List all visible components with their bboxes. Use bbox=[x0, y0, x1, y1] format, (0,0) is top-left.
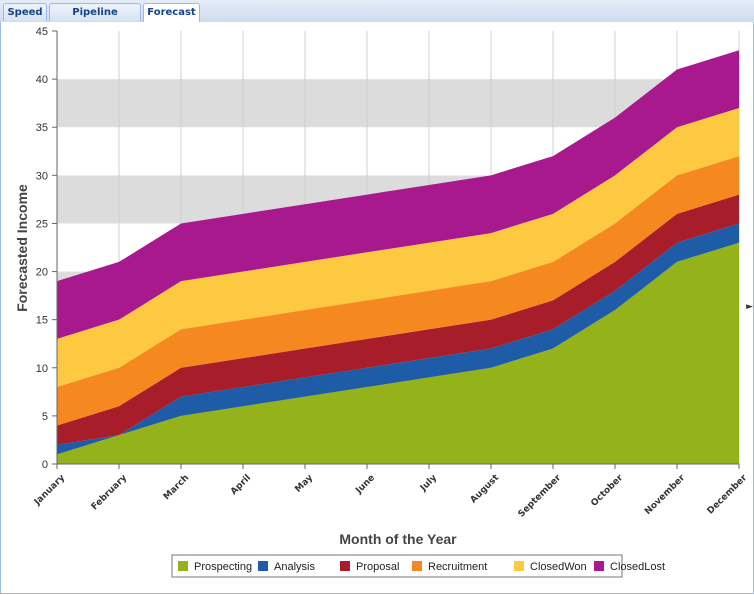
y-tick-label: 40 bbox=[36, 74, 48, 86]
x-tick-label: August bbox=[469, 473, 502, 506]
legend: Prospecting Analysis Proposal Recruitment Cl… bbox=[171, 554, 665, 578]
legend-label: Proposal bbox=[356, 561, 399, 573]
y-axis-label: Forecasted Income bbox=[14, 184, 30, 312]
y-tick-label: 20 bbox=[36, 267, 48, 279]
series-area-proposal bbox=[57, 194, 739, 445]
legend-label: Prospecting bbox=[194, 561, 252, 573]
x-tick-label: May bbox=[293, 473, 315, 495]
x-tick-label: June bbox=[354, 473, 378, 497]
y-tick-label: 15 bbox=[36, 315, 48, 327]
legend-swatch bbox=[412, 561, 422, 571]
legend-box bbox=[171, 554, 623, 578]
x-tick-label: February bbox=[90, 473, 129, 512]
legend-swatch bbox=[340, 561, 350, 571]
y-tick-label: 5 bbox=[42, 411, 48, 423]
x-axis-label: Month of the Year bbox=[339, 531, 457, 547]
y-tick-label: 0 bbox=[42, 459, 48, 471]
legend-label: Analysis bbox=[274, 561, 315, 573]
x-tick-label: November bbox=[643, 473, 687, 517]
legend-swatch bbox=[514, 561, 524, 571]
x-tick-label: October bbox=[589, 473, 625, 509]
tab-bar: Speed Pipeline Analysis Forecast bbox=[0, 0, 754, 36]
x-tick-label: December bbox=[706, 473, 750, 517]
legend-swatch bbox=[258, 561, 268, 571]
y-axis: 0 5 10 15 20 25 30 35 40 45 bbox=[36, 26, 58, 471]
legend-swatch bbox=[178, 561, 188, 571]
y-tick-label: 35 bbox=[36, 122, 48, 134]
y-tick-label: 10 bbox=[36, 363, 48, 375]
x-tick-label: January bbox=[32, 473, 67, 508]
scroll-arrow-icon[interactable]: ► bbox=[746, 302, 753, 312]
series-area-analysis bbox=[57, 223, 739, 455]
y-tick-label: 45 bbox=[36, 26, 48, 38]
series-area-prospecting bbox=[57, 242, 739, 464]
y-tick-label: 30 bbox=[36, 170, 48, 182]
x-tick-label: July bbox=[418, 473, 439, 494]
grid-band bbox=[57, 31, 739, 80]
series-area-closedlost bbox=[57, 50, 739, 339]
legend-label: Recruitment bbox=[428, 561, 487, 573]
series-area-recruitment bbox=[57, 156, 739, 426]
x-tick-label: March bbox=[162, 473, 191, 502]
tab-speed[interactable]: Speed bbox=[3, 3, 47, 21]
x-axis: January February March April May June July Augu… bbox=[32, 463, 750, 520]
legend-label: ClosedLost bbox=[610, 561, 665, 573]
tab-forecast[interactable]: Forecast bbox=[143, 3, 200, 23]
x-tick-label: April bbox=[229, 473, 253, 497]
y-tick-label: 25 bbox=[36, 218, 48, 230]
legend-label: ClosedWon bbox=[530, 561, 587, 573]
x-tick-label: September bbox=[517, 473, 564, 520]
legend-swatch bbox=[594, 561, 604, 571]
stacked-areas bbox=[57, 50, 739, 464]
